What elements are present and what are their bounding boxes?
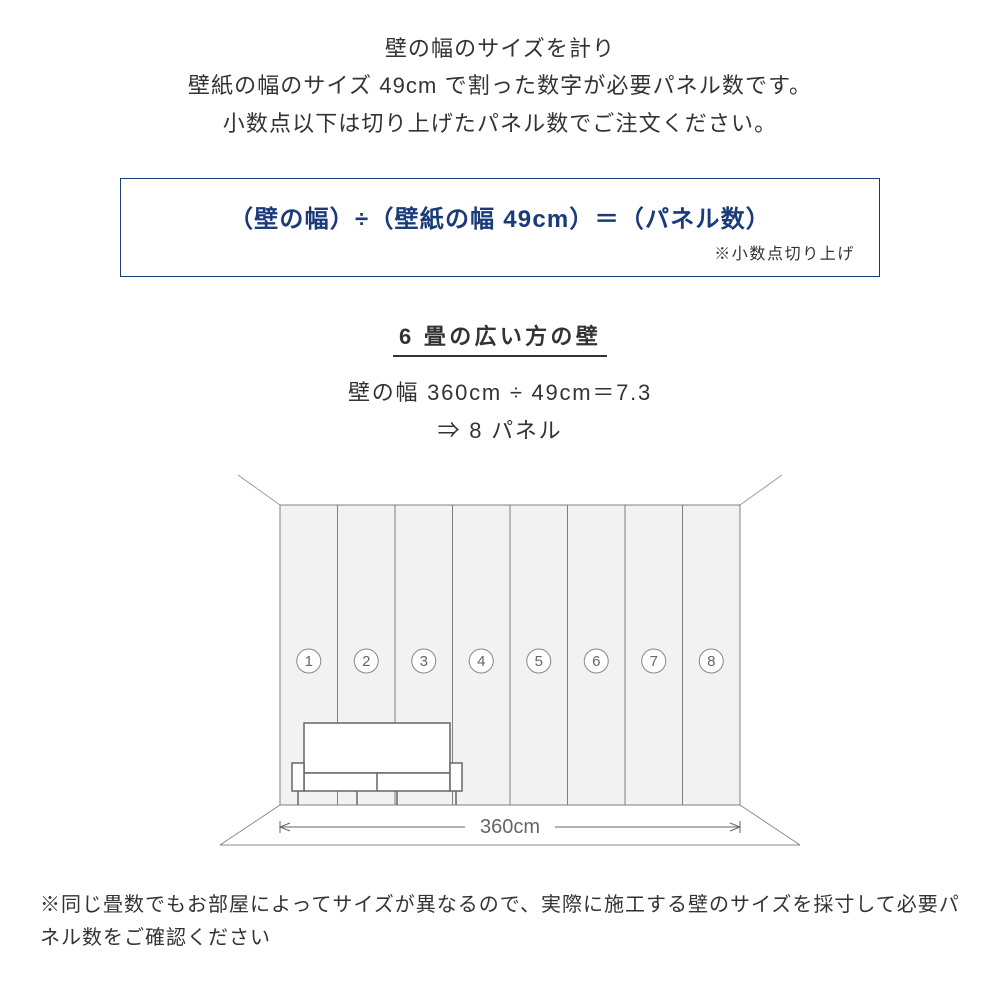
svg-text:3: 3: [420, 653, 428, 670]
calculation: 壁の幅 360cm ÷ 49cm＝7.3: [40, 375, 960, 407]
svg-text:2: 2: [362, 653, 370, 670]
wall-diagram: 1 2 3 4 5 6 7 8 360cm: [190, 469, 810, 859]
intro-line2: 壁紙の幅のサイズ 49cm で割った数字が必要パネル数です。: [188, 73, 812, 98]
svg-text:6: 6: [592, 653, 600, 670]
svg-text:4: 4: [477, 653, 485, 670]
formula-text: （壁の幅）÷（壁紙の幅 49cm）＝（パネル数）: [145, 199, 855, 234]
intro-text: 壁の幅のサイズを計り 壁紙の幅のサイズ 49cm で割った数字が必要パネル数です…: [40, 30, 960, 142]
svg-text:360cm: 360cm: [480, 816, 540, 838]
result: ⇒ 8 パネル: [40, 413, 960, 445]
svg-text:5: 5: [535, 653, 543, 670]
svg-text:7: 7: [650, 653, 658, 670]
formula-note: ※小数点切り上げ: [145, 240, 855, 264]
intro-line1: 壁の幅のサイズを計り: [385, 36, 615, 61]
formula-box: （壁の幅）÷（壁紙の幅 49cm）＝（パネル数） ※小数点切り上げ: [120, 178, 880, 277]
bottom-note: ※同じ畳数でもお部屋によってサイズが異なるので、実際に施工する壁のサイズを採寸し…: [40, 889, 960, 955]
section-title: 6 畳の広い方の壁: [393, 319, 607, 357]
intro-line3: 小数点以下は切り上げたパネル数でご注文ください。: [223, 111, 777, 136]
svg-text:1: 1: [305, 653, 313, 670]
svg-text:8: 8: [707, 653, 715, 670]
